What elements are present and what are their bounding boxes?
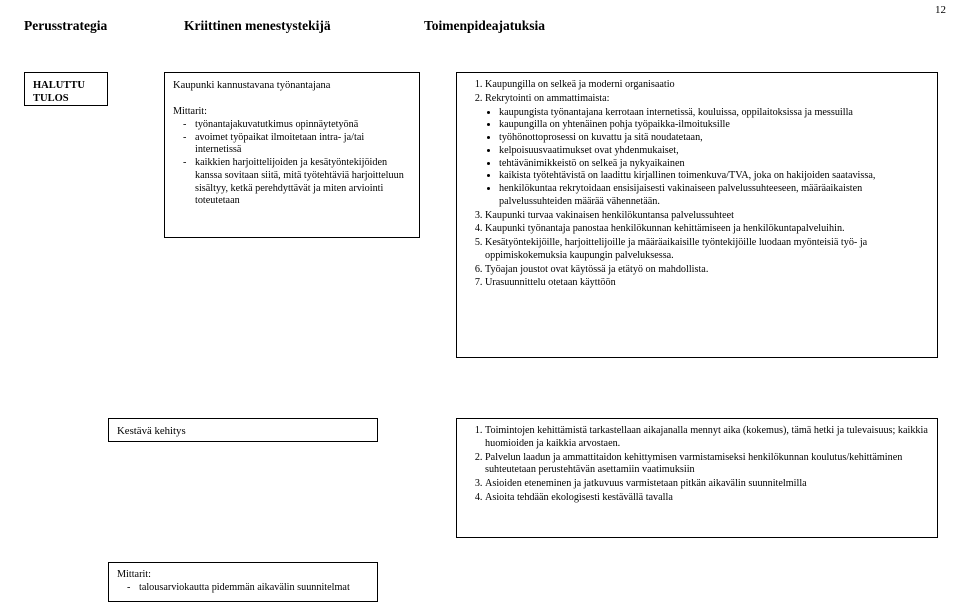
right1-bullet: kaupungista työnantajana kerrotaan inter… [499, 107, 929, 120]
right1-item-3: Kaupunki turvaa vakinaisen henkilökuntan… [485, 210, 929, 223]
right1-item-4: Kaupunki työnantaja panostaa henkilökunn… [485, 223, 929, 236]
haluttu-line2: TULOS [33, 92, 99, 105]
center-list: työnantajakuvatutkimus opinnäytetyönä av… [173, 119, 411, 208]
mittarit-item: talousarviokautta pidemmän aikavälin suu… [139, 582, 369, 595]
right1-bullet: kaikista työtehtävistä on laadittu kirja… [499, 170, 929, 183]
right2-list: Toimintojen kehittämistä tarkastellaan a… [465, 425, 929, 505]
right2-item-1: Toimintojen kehittämistä tarkastellaan a… [485, 425, 929, 451]
header-toimenpide: Toimenpideajatuksia [424, 18, 564, 35]
right1-bullet: työhönottoprosessi on kuvattu ja sitä no… [499, 132, 929, 145]
right1-item-1: Kaupungilla on selkeä ja moderni organis… [485, 79, 929, 92]
page-number: 12 [935, 4, 946, 18]
center-item: työnantajakuvatutkimus opinnäytetyönä [195, 119, 411, 132]
box-kestava-kehitys: Kestävä kehitys [108, 418, 378, 442]
page: 12 Perusstrategia Kriittinen menestystek… [0, 0, 960, 616]
right1-bullet: kelpoisuusvaatimukset ovat yhdenmukaiset… [499, 145, 929, 158]
kk-title: Kestävä kehitys [117, 425, 186, 437]
right2-item-4: Asioita tehdään ekologisesti kestävällä … [485, 492, 929, 505]
column-headers: Perusstrategia Kriittinen menestystekijä… [24, 18, 940, 35]
center-item: kaikkien harjoittelijoiden ja kesätyönte… [195, 157, 411, 208]
box-toimenpide-2: Toimintojen kehittämistä tarkastellaan a… [456, 418, 938, 538]
right2-item-2: Palvelun laadun ja ammattitaidon kehitty… [485, 452, 929, 478]
mittarit-title: Mittarit: [117, 569, 369, 582]
header-kriittinen: Kriittinen menestystekijä [184, 18, 424, 35]
right1-bullets: kaupungista työnantajana kerrotaan inter… [485, 107, 929, 209]
right1-bullet: kaupungilla on yhtenäinen pohja työpaikk… [499, 119, 929, 132]
center-title: Kaupunki kannustavana työnantajana [173, 79, 411, 92]
right1-item-2-text: Rekrytointi on ammattimaista: [485, 93, 610, 104]
right1-item-2: Rekrytointi on ammattimaista: kaupungist… [485, 93, 929, 209]
center-item: avoimet työpaikat ilmoitetaan intra- ja/… [195, 132, 411, 158]
mittarit-list: talousarviokautta pidemmän aikavälin suu… [117, 582, 369, 595]
mittarit-label: Mittarit: [173, 106, 411, 119]
box-toimenpide-1: Kaupungilla on selkeä ja moderni organis… [456, 72, 938, 358]
right1-item-5: Kesätyöntekijöille, harjoittelijoille ja… [485, 237, 929, 263]
header-perusstrategia: Perusstrategia [24, 18, 184, 35]
right1-bullet: tehtävänimikkeistö on selkeä ja nykyaika… [499, 158, 929, 171]
right1-item-6: Työajan joustot ovat käytössä ja etätyö … [485, 264, 929, 277]
right1-bullet: henkilökuntaa rekrytoidaan ensisijaisest… [499, 183, 929, 209]
box-kaupunki-kannustavana: Kaupunki kannustavana työnantajana Mitta… [164, 72, 420, 238]
right1-list: Kaupungilla on selkeä ja moderni organis… [465, 79, 929, 290]
haluttu-line1: HALUTTU [33, 79, 99, 92]
right1-item-7: Urasuunnittelu otetaan käyttöön [485, 277, 929, 290]
box-mittarit: Mittarit: talousarviokautta pidemmän aik… [108, 562, 378, 602]
right2-item-3: Asioiden eteneminen ja jatkuvuus varmist… [485, 478, 929, 491]
box-haluttu-tulos: HALUTTU TULOS [24, 72, 108, 106]
